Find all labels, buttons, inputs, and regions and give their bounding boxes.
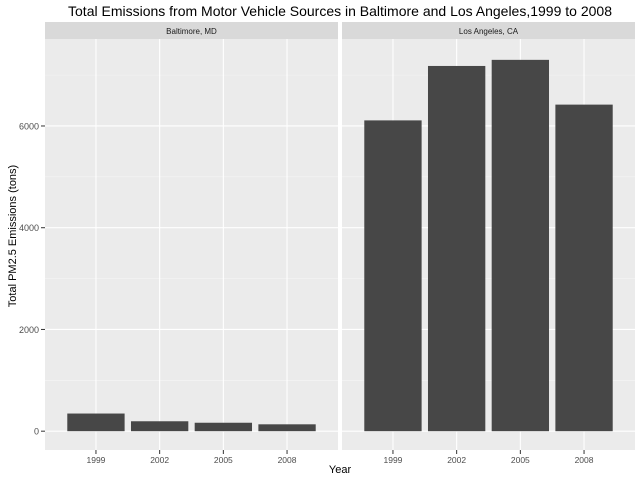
- facet-strip-label: Los Angeles, CA: [459, 27, 519, 36]
- facet-panel: Baltimore, MD 1999 2002 2005 2008: [45, 22, 338, 465]
- chart-title: Total Emissions from Motor Vehicle Sourc…: [68, 3, 612, 19]
- facet-panel: Los Angeles, CA 1999 2002 2005 2008: [342, 22, 635, 465]
- x-tick-label: 1999: [383, 455, 402, 465]
- y-tick-label: 6000: [19, 121, 39, 131]
- y-tick-label: 2000: [19, 325, 39, 335]
- facet-strip-label: Baltimore, MD: [166, 27, 217, 36]
- facet-strip: [342, 22, 635, 39]
- y-axis-label: Total PM2.5 Emissions (tons): [7, 165, 19, 307]
- x-tick-label: 1999: [86, 455, 105, 465]
- x-tick-label: 2002: [150, 455, 169, 465]
- bar-baltimore-md-2008: [258, 424, 316, 432]
- bar-baltimore-md-2005: [194, 422, 253, 432]
- x-tick-label: 2005: [214, 455, 233, 465]
- bar-los-angeles-ca-2002: [427, 65, 486, 432]
- panel-background: [45, 39, 338, 450]
- x-tick-label: 2005: [511, 455, 530, 465]
- bar-los-angeles-ca-2005: [491, 59, 550, 432]
- facet-strip: [45, 22, 338, 39]
- x-tick-label: 2002: [447, 455, 466, 465]
- y-tick-label: 4000: [19, 223, 39, 233]
- bar-los-angeles-ca-2008: [555, 104, 613, 432]
- bar-baltimore-md-2002: [130, 421, 189, 432]
- bar-baltimore-md-1999: [67, 413, 125, 432]
- x-tick-label: 2008: [575, 455, 594, 465]
- x-axis-label: Year: [329, 464, 352, 476]
- x-tick-label: 2008: [278, 455, 297, 465]
- y-tick-label: 0: [34, 427, 39, 437]
- bar-los-angeles-ca-1999: [364, 120, 422, 432]
